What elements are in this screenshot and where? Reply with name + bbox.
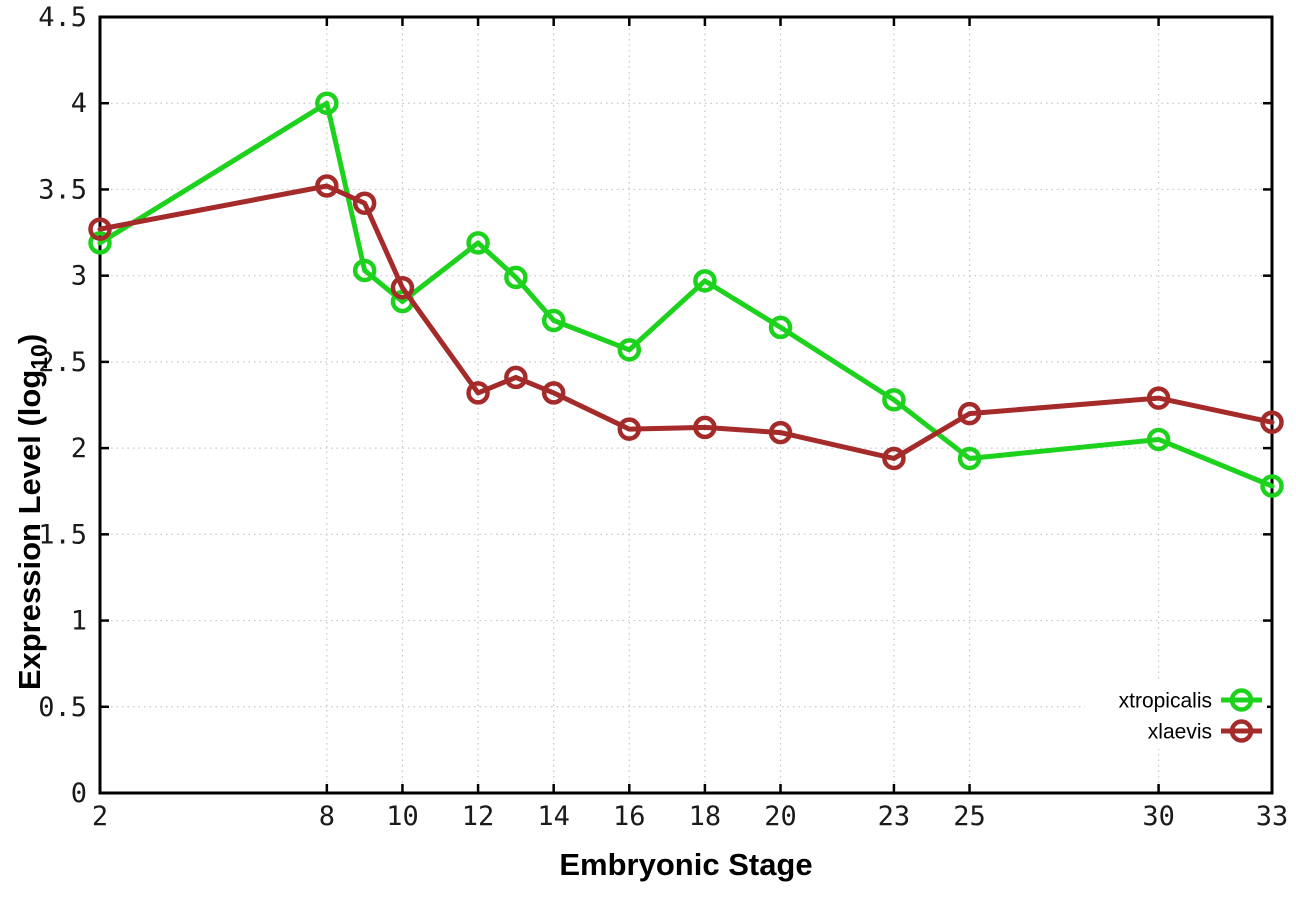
data-point-xlaevis: [390, 275, 415, 300]
data-point-xtropicalis: [88, 231, 112, 255]
data-point-xlaevis: [1260, 410, 1284, 434]
data-point-xlaevis: [957, 401, 982, 426]
series-line-xlaevis: [97, 183, 1275, 461]
data-point-xtropicalis: [466, 231, 490, 255]
data-point-xtropicalis: [1260, 474, 1284, 498]
legend-marker-xlaevis: [1229, 719, 1254, 743]
plot-border: [98, 15, 1274, 795]
data-point-xlaevis: [504, 365, 528, 390]
data-point-xtropicalis: [693, 269, 717, 293]
x-tick-label: 8: [319, 801, 335, 832]
data-point-xlaevis: [693, 415, 717, 440]
y-tick-label: 1: [71, 606, 87, 637]
y-tick-label: 4.5: [38, 2, 87, 33]
data-point-xlaevis: [88, 217, 112, 241]
y-tick-label: 3.5: [38, 174, 87, 205]
x-tick-label: 33: [1256, 801, 1289, 832]
x-tick-label: 25: [953, 801, 986, 832]
y-tick-label: 1.5: [38, 519, 87, 550]
y-tick-label: 0.5: [38, 692, 87, 723]
data-point-xlaevis: [541, 381, 566, 405]
data-point-xtropicalis: [882, 388, 906, 412]
data-point-xtropicalis: [504, 265, 528, 290]
legend-label-xtropicalis: xtropicalis: [1119, 690, 1212, 713]
data-point-xtropicalis: [617, 338, 642, 362]
legend-marker-xtropicalis: [1229, 688, 1254, 712]
data-point-xlaevis: [882, 446, 906, 471]
data-point-xlaevis: [352, 191, 377, 215]
y-axis-title: Expression Level (log10): [12, 334, 52, 690]
data-point-xlaevis: [768, 420, 793, 445]
x-axis-title: Embryonic Stage: [559, 847, 812, 882]
data-point-xtropicalis: [315, 91, 339, 115]
data-point-xtropicalis: [352, 258, 377, 283]
data-point-xtropicalis: [768, 315, 793, 340]
y-tick-label: 0: [71, 778, 87, 809]
data-point-xlaevis: [466, 381, 490, 405]
data-point-xlaevis: [617, 417, 642, 441]
x-tick-label: 2: [92, 801, 108, 832]
y-tick-label: 2: [71, 433, 87, 464]
x-tick-label: 14: [537, 801, 570, 832]
data-point-xlaevis: [315, 174, 339, 198]
x-tick-label: 16: [613, 801, 646, 832]
y-tick-label: 2.5: [38, 347, 87, 378]
data-point-xtropicalis: [1146, 427, 1171, 452]
x-tick-label: 18: [689, 801, 722, 832]
y-tick-label: 3: [71, 261, 87, 292]
data-point-xlaevis: [1146, 386, 1171, 410]
x-tick-label: 20: [764, 801, 797, 832]
data-point-xtropicalis: [957, 446, 982, 471]
x-tick-label: 10: [386, 801, 419, 832]
x-tick-label: 12: [462, 801, 495, 832]
legend-label-xlaevis: xlaevis: [1148, 721, 1212, 744]
data-point-xtropicalis: [541, 308, 566, 333]
x-tick-label: 30: [1142, 801, 1175, 832]
x-tick-label: 23: [878, 801, 911, 832]
y-tick-label: 4: [71, 88, 87, 119]
